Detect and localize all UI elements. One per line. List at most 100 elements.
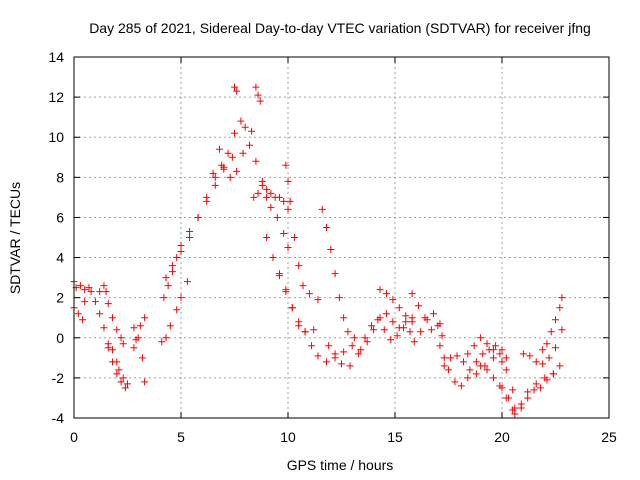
data-point (380, 326, 388, 334)
data-point (280, 229, 288, 237)
series-arc-18 (318, 205, 358, 342)
data-point (233, 87, 241, 95)
series-arc-9 (160, 153, 236, 302)
data-point (382, 290, 390, 298)
data-point (402, 318, 410, 326)
data-point (549, 370, 557, 378)
data-point (81, 286, 89, 294)
data-point (183, 278, 191, 286)
data-point (477, 362, 485, 370)
data-point (524, 394, 532, 402)
data-point (282, 161, 290, 169)
data-point (509, 386, 517, 394)
data-point (295, 262, 303, 270)
data-point (228, 153, 236, 161)
data-point (162, 334, 170, 342)
data-point (479, 350, 487, 358)
data-point (331, 270, 339, 278)
data-point (314, 296, 322, 304)
y-tick-label: 6 (56, 209, 64, 225)
data-point (340, 314, 348, 322)
data-point (254, 189, 262, 197)
data-point (267, 189, 275, 197)
data-point (541, 374, 549, 382)
data-point (504, 394, 512, 402)
data-point (387, 336, 395, 344)
data-point (299, 282, 307, 290)
data-point (263, 185, 271, 193)
grid (74, 57, 609, 418)
data-point (502, 354, 510, 362)
data-point (224, 149, 232, 157)
data-point (233, 167, 241, 175)
data-point (430, 310, 438, 318)
series-arc-14 (250, 181, 292, 213)
data-point (459, 358, 467, 366)
data-point (537, 384, 545, 392)
data-point (113, 370, 121, 378)
y-tick-label: 10 (48, 129, 64, 145)
data-point (457, 382, 465, 390)
data-point (241, 123, 249, 131)
data-point (556, 362, 564, 370)
x-tick-label: 10 (280, 429, 296, 445)
data-point (357, 346, 365, 354)
data-point (558, 326, 566, 334)
data-point (367, 322, 375, 330)
data-point (209, 169, 217, 177)
x-tick-label: 20 (494, 429, 510, 445)
series-arc-25 (436, 342, 506, 390)
data-point (308, 342, 316, 350)
series-arc-17 (282, 161, 322, 304)
y-tick-label: 2 (56, 290, 64, 306)
data-point (464, 374, 472, 382)
data-point (483, 366, 491, 374)
series-arc-16 (269, 254, 318, 336)
data-point (119, 340, 127, 348)
data-point (194, 213, 202, 221)
data-point (290, 234, 298, 241)
x-tick-label: 15 (387, 429, 403, 445)
data-point (511, 410, 519, 418)
data-point (552, 344, 559, 352)
data-point (248, 127, 256, 135)
y-tick-label: 8 (56, 169, 64, 185)
data-point (498, 384, 506, 392)
data-point (79, 316, 87, 324)
data-point (453, 352, 461, 360)
data-point (87, 288, 95, 296)
data-point (445, 366, 452, 374)
data-point (250, 193, 258, 201)
data-point (186, 234, 194, 241)
data-point (104, 340, 112, 348)
data-point (395, 304, 403, 312)
data-point (96, 288, 104, 296)
data-point (389, 296, 397, 304)
data-point (530, 386, 538, 394)
data-point (483, 340, 491, 348)
data-point (402, 312, 410, 320)
data-point (545, 354, 553, 362)
data-point (231, 83, 238, 91)
y-tick-label: 12 (48, 89, 64, 105)
data-point (158, 338, 166, 346)
data-point (511, 404, 519, 412)
data-point (263, 234, 271, 241)
data-point (91, 298, 99, 306)
series-arc-21 (361, 316, 414, 344)
data-point (451, 378, 459, 386)
data-point (284, 205, 292, 213)
data-point (556, 304, 564, 312)
plot-frame (73, 56, 610, 419)
data-point (348, 342, 356, 350)
data-point (370, 326, 378, 334)
data-point (410, 338, 418, 346)
data-point (96, 310, 104, 318)
data-point (363, 338, 371, 346)
data-point (325, 342, 333, 350)
data-point (226, 173, 234, 181)
data-point (532, 358, 540, 366)
data-point (423, 316, 431, 324)
data-point (168, 268, 176, 276)
